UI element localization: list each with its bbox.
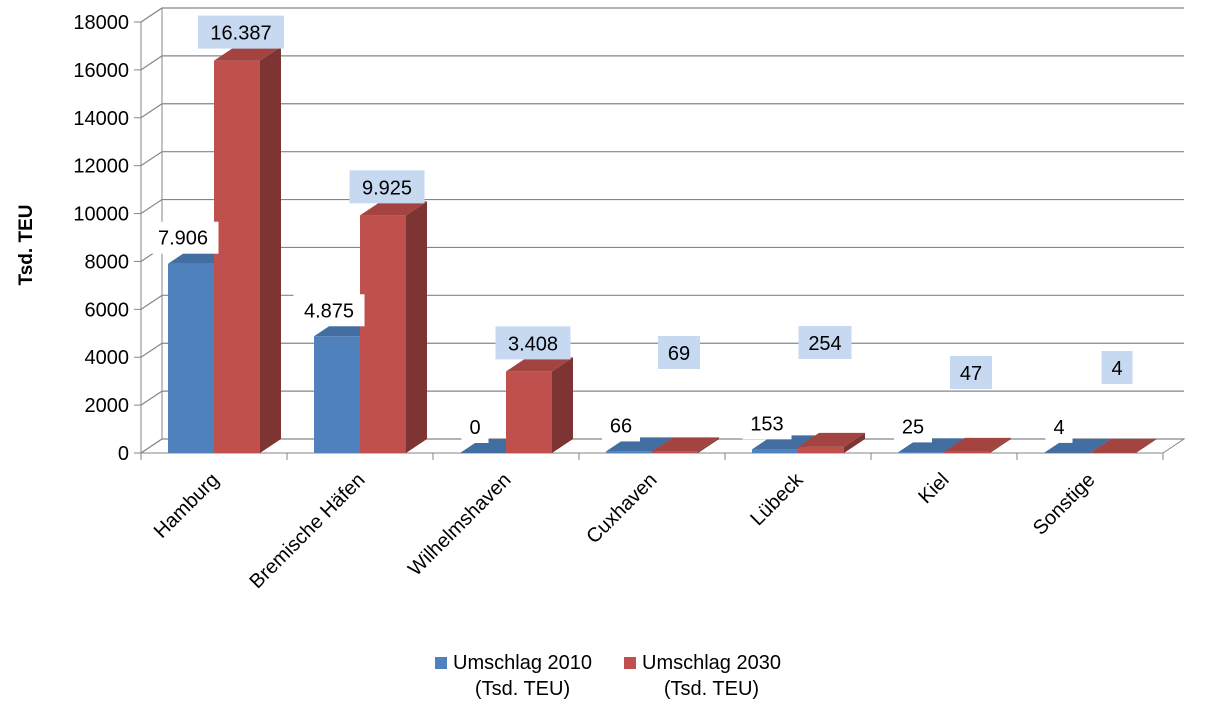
bar-side: [552, 357, 573, 453]
category-labels: Hamburg Bremische Häfen Wilhelmshaven Cuxha…: [150, 468, 1100, 593]
y-tick-label: 10000: [73, 204, 129, 226]
y-tick-label: 16000: [73, 60, 129, 82]
data-label-2010: 25: [902, 416, 924, 438]
bar-front: [168, 264, 214, 453]
gridline: [141, 56, 1184, 70]
bar-front: [360, 215, 406, 453]
bar-front: [314, 336, 360, 453]
data-label-2030: 69: [668, 343, 690, 365]
y-tick-label: 4000: [85, 347, 130, 369]
legend-item-2010: Umschlag 2010 (Tsd. TEU): [435, 650, 592, 702]
legend: Umschlag 2010 (Tsd. TEU) Umschlag 2030 (…: [0, 650, 1216, 702]
chart-back-wall: [141, 8, 1184, 453]
category-label: Cuxhaven: [582, 469, 661, 548]
bar-front: [214, 61, 260, 453]
y-tick-label: 12000: [73, 156, 129, 178]
category-label: Sonstige: [1029, 469, 1100, 540]
data-label-2010: 66: [610, 415, 632, 437]
gridline: [141, 104, 1184, 118]
data-labels: 7.90616.3874.8759.92503.4086669153254254…: [148, 16, 1133, 443]
category-label: Lübeck: [746, 468, 808, 530]
bar-front: [506, 371, 552, 453]
bar-2030: [360, 201, 427, 453]
gridline: [141, 200, 1184, 214]
y-tick-label: 0: [118, 443, 129, 465]
legend-item-2030: Umschlag 2030 (Tsd. TEU): [624, 650, 781, 702]
data-label-2010: 7.906: [158, 228, 208, 250]
gridline: [141, 8, 1184, 22]
bar-front: [944, 452, 990, 453]
bar-front: [606, 451, 652, 453]
legend-swatch-2010: [435, 657, 447, 669]
category-label: Hamburg: [150, 469, 224, 543]
data-label-2030: 3.408: [508, 333, 558, 355]
gridline: [141, 247, 1184, 261]
bar-front: [898, 452, 944, 453]
gridlines: [141, 8, 1184, 453]
legend-label-2010: Umschlag 2010 (Tsd. TEU): [453, 650, 592, 702]
data-label-2010: 0: [469, 417, 480, 439]
data-label-2030: 47: [960, 363, 982, 385]
bar-front: [798, 447, 844, 453]
legend-swatch-2030: [624, 657, 636, 669]
bar-front: [652, 451, 698, 453]
y-tick-label: 14000: [73, 108, 129, 130]
bar-side: [260, 47, 281, 453]
y-tick-label: 8000: [85, 251, 130, 273]
category-label: Bremische Häfen: [246, 469, 370, 593]
data-label-2010: 153: [750, 413, 783, 435]
bar-2030: [214, 47, 281, 453]
bars: [168, 47, 1157, 453]
y-axis-label: Tsd. TEU: [16, 205, 37, 286]
bar-front: [752, 449, 798, 453]
gridline: [141, 152, 1184, 166]
y-tick-label: 18000: [73, 12, 129, 34]
bar-2030: [506, 357, 573, 453]
data-label-2030: 4: [1111, 358, 1122, 380]
category-label: Kiel: [914, 469, 953, 508]
data-label-2030: 254: [808, 333, 841, 355]
legend-label-2030: Umschlag 2030 (Tsd. TEU): [642, 650, 781, 702]
data-label-2030: 9.925: [362, 177, 412, 199]
gridline: [141, 391, 1184, 405]
y-tick-label: 2000: [85, 395, 130, 417]
y-tick-label: 6000: [85, 299, 130, 321]
data-label-2030: 16.387: [210, 23, 271, 45]
data-label-2010: 4.875: [304, 300, 354, 322]
data-label-2010: 4: [1053, 417, 1064, 439]
category-label: Wilhelmshaven: [404, 469, 515, 580]
bar-side: [406, 201, 427, 453]
